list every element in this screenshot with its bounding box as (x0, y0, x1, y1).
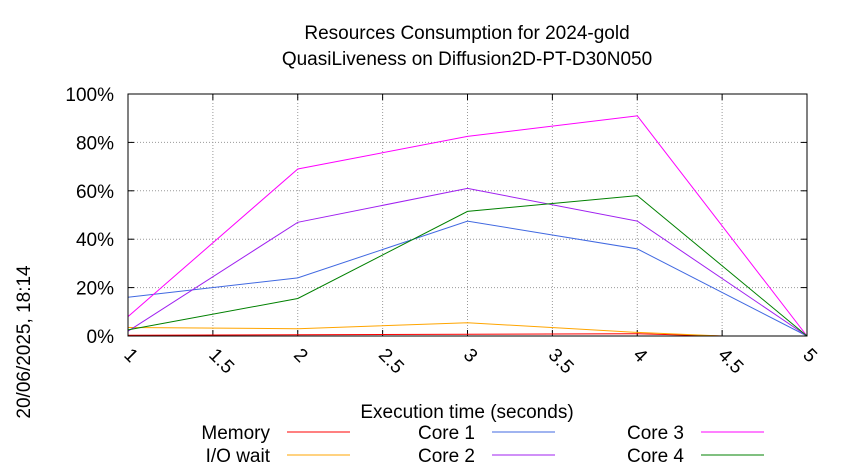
x-tick-label: 2 (289, 345, 311, 367)
chart-title-line-1: Resources Consumption for 2024-gold (304, 23, 629, 44)
series-line-core-2 (127, 187, 808, 337)
y-tick-label: 60% (76, 182, 114, 203)
x-tick-label: 2.5 (374, 345, 408, 379)
x-tick-label: 3 (459, 345, 481, 367)
timestamp-label: 20/06/2025, 18:14 (14, 265, 35, 419)
x-tick-label: 1 (119, 345, 141, 367)
y-tick-label: 40% (76, 230, 114, 251)
x-axis-label: Execution time (seconds) (360, 402, 573, 423)
y-tick-label: 20% (76, 279, 114, 300)
series-line-core-4 (127, 195, 808, 337)
series-line-core-3 (127, 115, 808, 337)
legend-label-i-o-wait: I/O wait (206, 446, 271, 467)
y-axis-ticks: 0% 20% 40% 60% 80% 100% (65, 85, 807, 348)
legend-label-core-1: Core 1 (418, 423, 475, 444)
x-tick-label: 4 (629, 345, 652, 368)
y-tick-label: 0% (87, 327, 115, 348)
y-tick-label: 80% (76, 133, 114, 154)
legend-label-memory: Memory (201, 423, 270, 444)
chart-title-line-2: QuasiLiveness on Diffusion2D-PT-D30N050 (282, 49, 652, 70)
legend-label-core-4: Core 4 (627, 446, 684, 467)
y-tick-label: 100% (65, 85, 114, 106)
grid-lines (128, 94, 807, 336)
x-tick-label: 3.5 (544, 345, 578, 379)
x-tick-label: 1.5 (204, 345, 238, 379)
series-line-core-1 (127, 220, 808, 337)
x-tick-label: 5 (798, 345, 820, 367)
x-tick-label: 4.5 (714, 345, 748, 379)
legend-label-core-3: Core 3 (627, 423, 684, 444)
legend-label-core-2: Core 2 (418, 446, 475, 467)
plot-frame (127, 93, 808, 337)
